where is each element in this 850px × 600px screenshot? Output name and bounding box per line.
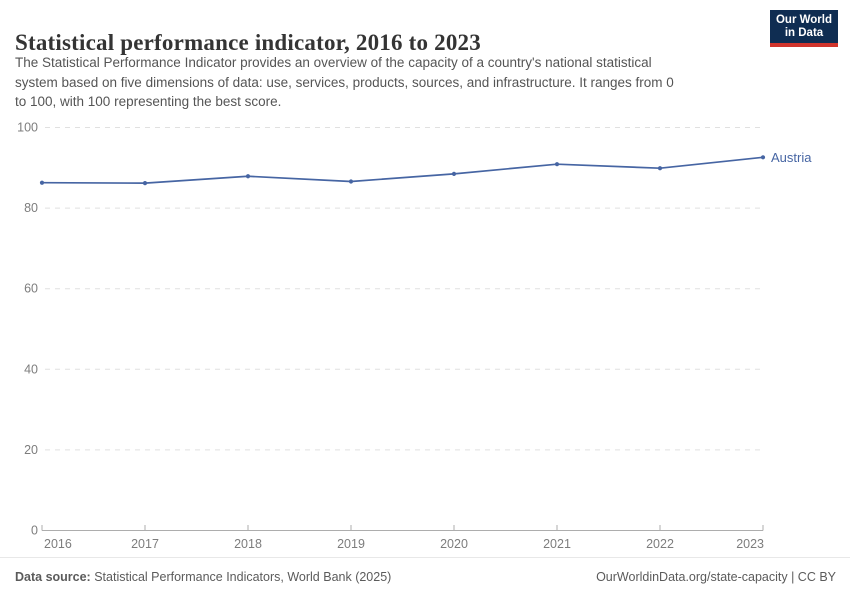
y-axis-tick-label: 0 [31, 524, 38, 538]
data-source-value[interactable]: Statistical Performance Indicators, Worl… [90, 570, 392, 584]
attribution-link[interactable]: OurWorldinData.org/state-capacity | CC B… [596, 570, 836, 584]
data-point[interactable] [245, 174, 251, 179]
x-axis-tick-label: 2017 [131, 537, 159, 551]
page-title: Statistical performance indicator, 2016 … [15, 30, 481, 56]
x-axis-tick-label: 2022 [646, 537, 674, 551]
x-axis-tick-label: 2021 [543, 537, 571, 551]
subtitle-line: The Statistical Performance Indicator pr… [15, 55, 652, 70]
owid-logo[interactable]: Our World in Data [770, 10, 838, 47]
y-axis-tick-label: 60 [24, 282, 38, 296]
owid-logo-line2: in Data [784, 26, 824, 39]
x-axis-tick-label: 2018 [234, 537, 262, 551]
subtitle-line: to 100, with 100 representing the best s… [15, 94, 282, 109]
x-axis-tick-label: 2023 [736, 537, 764, 551]
series-line-austria[interactable] [41, 156, 764, 184]
series-label[interactable]: Austria [771, 150, 812, 165]
chart-subtitle: The Statistical Performance Indicator pr… [15, 53, 755, 112]
data-source-label: Data source: [15, 570, 91, 584]
chart-footer: Data source: Statistical Performance Ind… [0, 557, 850, 600]
y-axis-tick-label: 80 [24, 201, 38, 215]
y-axis-tick-label: 40 [24, 362, 38, 376]
owid-logo-line1: Our World [775, 13, 832, 26]
x-axis-tick-label: 2020 [440, 537, 468, 551]
data-point[interactable] [451, 171, 457, 176]
y-axis-tick-label: 100 [17, 121, 38, 135]
data-point[interactable] [39, 180, 45, 185]
data-point[interactable] [348, 179, 354, 184]
data-point[interactable] [760, 155, 766, 160]
data-point[interactable] [554, 162, 560, 167]
data-point[interactable] [142, 181, 148, 186]
data-point[interactable] [657, 166, 663, 171]
y-axis-tick-label: 20 [24, 443, 38, 457]
x-axis-tick-label: 2019 [337, 537, 365, 551]
data-source: Data source: Statistical Performance Ind… [15, 570, 391, 584]
x-axis-tick-label: 2016 [44, 537, 72, 551]
subtitle-line: system based on five dimensions of data:… [15, 74, 674, 90]
